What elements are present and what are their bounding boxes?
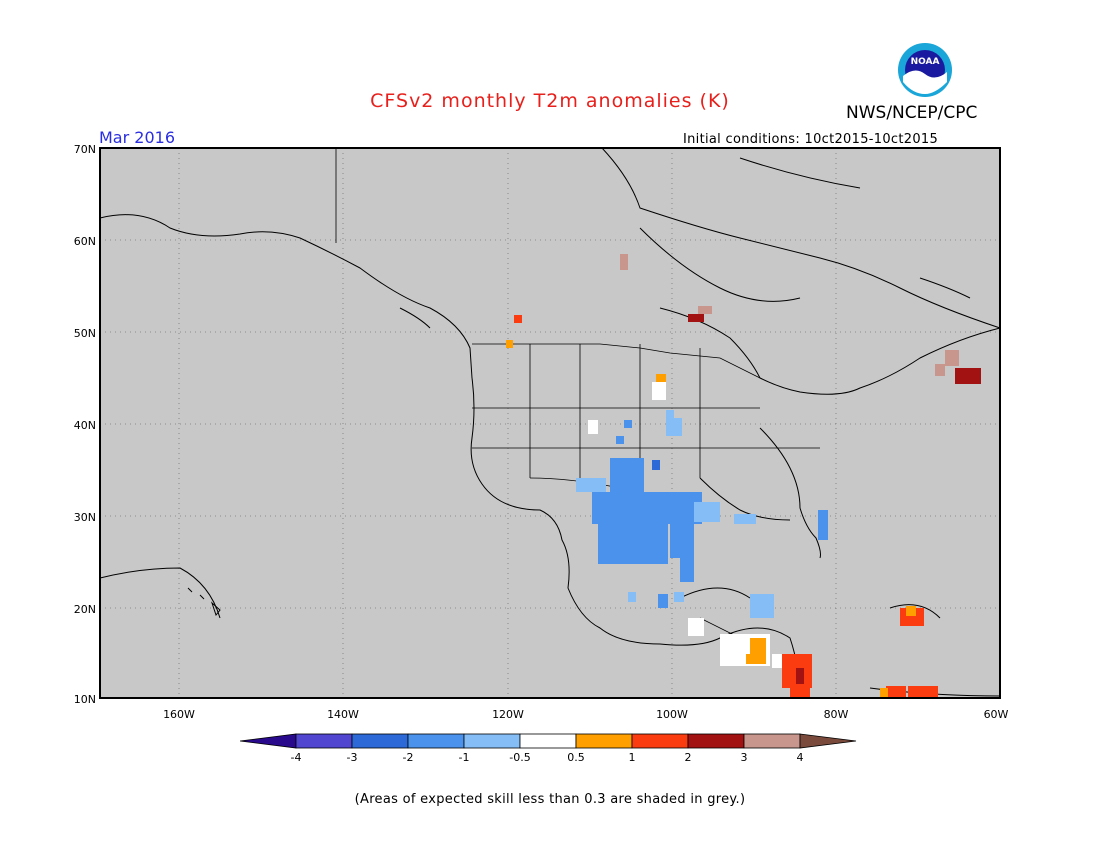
colorbar-label: -2 <box>403 751 414 764</box>
colorbar-arrow-low <box>240 733 297 749</box>
colorbar-swatch <box>351 733 409 749</box>
forecast-month: Mar 2016 <box>99 128 175 147</box>
colorbar-label: -4 <box>291 751 302 764</box>
noaa-logo-icon: NOAA <box>898 43 952 97</box>
anomaly-map: 70N 60N 50N 40N 30N 20N 10N 160W 140W 12… <box>74 143 1009 721</box>
colorbar-swatch <box>463 733 521 749</box>
lat-label-20n: 20N <box>74 603 96 616</box>
lat-label-70n: 70N <box>74 143 96 156</box>
colorbar-legend: -4 -3 -2 -1 -0.5 0.5 1 2 3 4 <box>240 733 857 764</box>
colorbar-label: -0.5 <box>509 751 530 764</box>
colorbar-label: 0.5 <box>567 751 585 764</box>
lat-label-30n: 30N <box>74 511 96 524</box>
colorbar-swatch <box>743 733 801 749</box>
colorbar-swatch <box>687 733 745 749</box>
map-frame <box>99 147 1001 699</box>
colorbar-swatch <box>519 733 577 749</box>
colorbar-label: 4 <box>797 751 804 764</box>
lon-labels: 160W 140W 120W 100W 80W 60W <box>163 708 1008 721</box>
colorbar-label: 3 <box>741 751 748 764</box>
colorbar-label: 2 <box>685 751 692 764</box>
lon-label-140w: 140W <box>327 708 359 721</box>
organization-label: NWS/NCEP/CPC <box>846 103 978 123</box>
lon-label-100w: 100W <box>656 708 688 721</box>
colorbar-swatch <box>295 733 353 749</box>
political-borders <box>335 148 820 649</box>
colorbar-arrow-high <box>799 733 857 749</box>
hawaii-islands <box>187 587 221 617</box>
svg-text:NOAA: NOAA <box>911 57 940 67</box>
lon-label-120w: 120W <box>492 708 524 721</box>
lat-label-60n: 60N <box>74 235 96 248</box>
lon-label-80w: 80W <box>824 708 849 721</box>
lat-label-50n: 50N <box>74 327 96 340</box>
lat-label-10n: 10N <box>74 693 96 706</box>
coastlines <box>99 147 1001 699</box>
initial-conditions: Initial conditions: 10ct2015-10ct2015 <box>683 132 939 147</box>
colorbar-swatch <box>575 733 633 749</box>
lon-label-60w: 60W <box>984 708 1009 721</box>
anomaly-cells <box>506 254 981 698</box>
lat-label-40n: 40N <box>74 419 96 432</box>
map-title: CFSv2 monthly T2m anomalies (K) <box>370 90 730 112</box>
colorbar-label: -3 <box>347 751 358 764</box>
colorbar-label: 1 <box>629 751 636 764</box>
colorbar-swatch <box>631 733 689 749</box>
lon-label-160w: 160W <box>163 708 195 721</box>
lat-labels: 70N 60N 50N 40N 30N 20N 10N <box>74 143 96 706</box>
skill-note: (Areas of expected skill less than 0.3 a… <box>354 792 746 807</box>
colorbar-label: -1 <box>459 751 470 764</box>
colorbar-swatch <box>407 733 465 749</box>
